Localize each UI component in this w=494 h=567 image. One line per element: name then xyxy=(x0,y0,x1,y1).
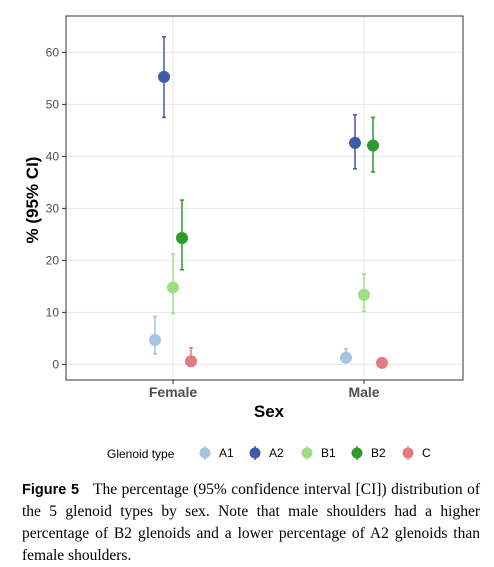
point-marker xyxy=(185,355,197,368)
legend-label: B2 xyxy=(371,446,386,460)
legend-key-marker xyxy=(199,447,211,459)
point-marker xyxy=(358,288,370,301)
data-marks xyxy=(149,36,388,369)
legend-key-marker xyxy=(301,447,313,459)
legend-item-b2: B2 xyxy=(351,446,386,460)
y-tick-label: 20 xyxy=(46,253,60,267)
point-marker xyxy=(349,136,361,149)
y-tick-label: 10 xyxy=(46,305,60,319)
y-tick-label: 60 xyxy=(46,45,60,59)
point-b2-male xyxy=(367,116,379,173)
figure-label: Figure 5 xyxy=(22,482,80,498)
panel-border xyxy=(65,15,464,381)
point-c-female xyxy=(185,347,197,368)
y-tick-label: 40 xyxy=(46,149,60,163)
caption-text: The percentage (95% confidence interval … xyxy=(22,481,480,564)
point-marker xyxy=(367,139,379,152)
legend-item-a1: A1 xyxy=(199,446,234,460)
x-tick-label-female: Female xyxy=(149,384,197,400)
x-tick-label-male: Male xyxy=(348,384,379,400)
legend-label: A1 xyxy=(219,446,234,460)
legend: Glenoid type A1 A2 B1 B2 C xyxy=(107,446,431,461)
legend-label: A2 xyxy=(269,446,284,460)
y-tick-label: 50 xyxy=(46,97,60,111)
legend-item-b1: B1 xyxy=(301,446,336,460)
grid-major xyxy=(66,16,463,380)
point-marker xyxy=(158,70,170,83)
point-marker xyxy=(167,281,179,294)
point-b2-female xyxy=(176,199,188,271)
x-axis-title: Sex xyxy=(254,402,285,421)
legend-item-c: C xyxy=(402,446,431,460)
point-a1-female xyxy=(149,315,161,355)
y-tick-label: 0 xyxy=(52,357,59,371)
legend-key-marker xyxy=(351,447,363,459)
point-b1-male xyxy=(358,273,370,313)
legend-key-marker xyxy=(402,447,414,459)
legend-key-marker xyxy=(249,447,261,459)
legend-label: C xyxy=(422,446,431,460)
x-axis-ticks: Female Male xyxy=(149,380,380,400)
point-marker xyxy=(176,232,188,245)
point-a2-female xyxy=(158,36,170,119)
point-c-male xyxy=(376,356,388,369)
y-axis-title: % (95% CI) xyxy=(23,157,42,244)
legend-label: B1 xyxy=(321,446,336,460)
point-marker xyxy=(376,356,388,369)
point-a1-male xyxy=(340,348,352,364)
point-marker xyxy=(340,351,352,364)
figure-caption: Figure 5 The percentage (95% confidence i… xyxy=(22,479,480,567)
legend-title: Glenoid type xyxy=(107,447,175,461)
legend-item-a2: A2 xyxy=(249,446,284,460)
point-b1-female xyxy=(167,253,179,315)
y-axis-ticks: 0 10 20 30 40 50 60 xyxy=(46,45,66,371)
point-marker xyxy=(149,333,161,346)
y-tick-label: 30 xyxy=(46,201,60,215)
point-a2-male xyxy=(349,114,361,170)
